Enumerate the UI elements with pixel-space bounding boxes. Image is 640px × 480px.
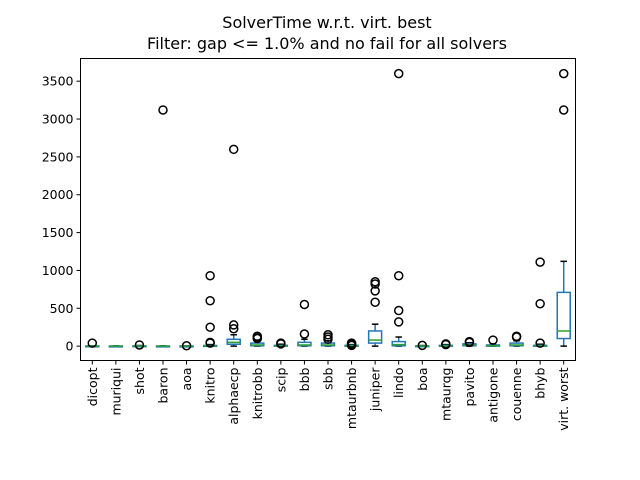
chart-title: SolverTime w.r.t. virt. best bbox=[222, 13, 431, 32]
x-tick-label: lindo bbox=[391, 368, 406, 398]
x-tick-label: mtaurbnb bbox=[344, 367, 359, 429]
outlier-point bbox=[228, 320, 239, 330]
y-tick-label: 500 bbox=[50, 301, 74, 316]
outlier-point bbox=[346, 340, 357, 351]
box-baron bbox=[155, 105, 171, 348]
outlier-point bbox=[370, 286, 380, 296]
x-tick-label: knitrobb bbox=[250, 367, 265, 419]
y-axis: 0 500 1000 1500 2000 2500 3000 3500 bbox=[42, 74, 81, 354]
box-bhyb bbox=[532, 257, 548, 348]
x-tick-label: boa bbox=[415, 368, 430, 391]
box-lindo bbox=[391, 68, 406, 347]
box-couenne bbox=[509, 331, 524, 347]
outlier-point bbox=[393, 68, 404, 79]
x-tick-label: bbb bbox=[297, 367, 312, 391]
box-scip bbox=[273, 338, 289, 349]
outlier-point bbox=[535, 338, 545, 348]
x-tick-label: alphaecp bbox=[226, 367, 241, 424]
box-knitro bbox=[202, 270, 218, 348]
y-tick-label: 1000 bbox=[42, 263, 74, 278]
box-body bbox=[297, 341, 312, 347]
outlier-point bbox=[228, 323, 239, 334]
y-tick-label: 2500 bbox=[42, 149, 74, 164]
outlier-point bbox=[393, 317, 404, 327]
x-tick-label: knitro bbox=[203, 368, 218, 404]
y-tick-label: 3500 bbox=[42, 74, 74, 89]
outlier-point bbox=[205, 295, 215, 306]
box-body bbox=[367, 330, 383, 344]
outlier-point bbox=[299, 329, 310, 339]
x-tick-label: sbb bbox=[321, 367, 336, 389]
outlier-point bbox=[393, 270, 404, 281]
outlier-point bbox=[464, 337, 475, 348]
outlier-point bbox=[558, 105, 569, 115]
box-alphaecp bbox=[226, 144, 241, 347]
box-pavito bbox=[462, 336, 477, 348]
box-body bbox=[556, 291, 571, 340]
box-muriqui bbox=[108, 345, 124, 348]
outlier-point bbox=[417, 340, 428, 351]
box-dicopt bbox=[85, 338, 100, 348]
outlier-point bbox=[205, 270, 215, 281]
x-tick-label: shot bbox=[132, 367, 147, 394]
plot-area bbox=[85, 68, 571, 351]
outlier-point bbox=[299, 299, 310, 310]
box-knitrobb bbox=[250, 331, 265, 347]
outlier-point bbox=[441, 339, 451, 350]
outlier-point bbox=[158, 105, 168, 115]
box-aoa bbox=[179, 340, 194, 351]
x-tick-label: virt. worst bbox=[556, 367, 571, 430]
y-tick-label: 3000 bbox=[42, 112, 74, 127]
box-mtaurqg bbox=[438, 339, 454, 350]
outlier-point bbox=[393, 305, 404, 316]
outlier-point bbox=[558, 68, 569, 79]
box-sbb bbox=[320, 330, 336, 347]
box-shot bbox=[132, 340, 147, 350]
y-tick-label: 2000 bbox=[42, 187, 74, 202]
outlier-point bbox=[535, 257, 545, 267]
plot-frame bbox=[80, 58, 576, 361]
x-tick-label: muriqui bbox=[108, 368, 123, 416]
outlier-point bbox=[370, 279, 380, 289]
box-bbb bbox=[297, 299, 312, 347]
y-tick-label: 1500 bbox=[42, 225, 74, 240]
outlier-point bbox=[252, 333, 263, 344]
x-tick-label: baron bbox=[156, 368, 171, 404]
x-tick-label: antigone bbox=[486, 367, 501, 422]
outlier-point bbox=[535, 298, 545, 309]
outlier-point bbox=[511, 332, 522, 342]
box-mtaurbnb bbox=[344, 338, 359, 351]
x-axis: dicopt muriqui shot baron aoa knitro alphaecp k… bbox=[85, 360, 571, 431]
x-tick-label: bhyb bbox=[533, 367, 548, 398]
outlier-point bbox=[323, 334, 333, 345]
x-tick-label: couenne bbox=[509, 367, 524, 421]
y-tick-label: 0 bbox=[66, 339, 74, 354]
outlier-point bbox=[205, 322, 215, 332]
x-tick-label: dicopt bbox=[85, 367, 100, 406]
outlier-point bbox=[276, 339, 286, 349]
outlier-point bbox=[134, 340, 145, 350]
outlier-point bbox=[181, 340, 192, 351]
outlier-point bbox=[488, 335, 498, 345]
outlier-point bbox=[228, 144, 239, 155]
box-antigone bbox=[485, 335, 501, 347]
box-boa bbox=[415, 340, 430, 351]
x-tick-label: mtaurqg bbox=[438, 368, 453, 421]
x-tick-label: pavito bbox=[462, 368, 477, 407]
box-virt-worst bbox=[556, 68, 571, 347]
outlier-point bbox=[205, 338, 215, 348]
x-tick-label: juniper bbox=[368, 367, 383, 412]
chart-subtitle: Filter: gap <= 1.0% and no fail for all … bbox=[147, 34, 507, 53]
outlier-point bbox=[370, 297, 380, 307]
x-tick-label: scip bbox=[273, 367, 288, 392]
box-body bbox=[391, 340, 406, 347]
box-juniper bbox=[367, 277, 383, 347]
outlier-point bbox=[87, 338, 98, 348]
x-tick-label: aoa bbox=[179, 368, 194, 391]
